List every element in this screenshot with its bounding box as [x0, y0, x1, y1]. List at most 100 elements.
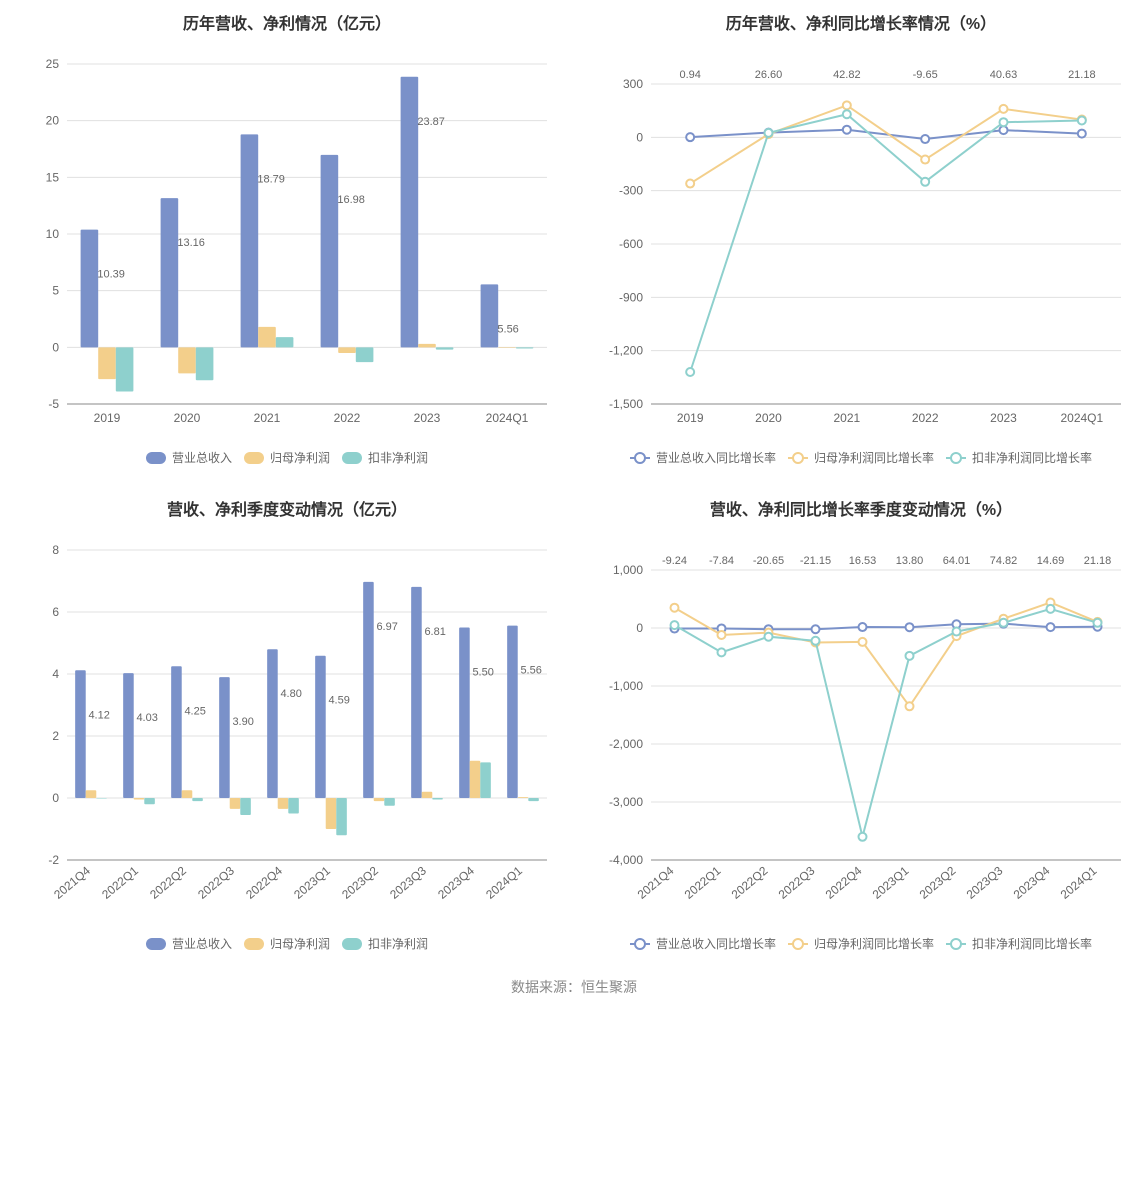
svg-text:-9.65: -9.65: [913, 69, 938, 81]
svg-text:16.53: 16.53: [849, 555, 877, 567]
svg-text:1,000: 1,000: [613, 563, 643, 577]
svg-text:0: 0: [636, 621, 643, 635]
svg-text:10.39: 10.39: [97, 269, 125, 281]
svg-text:2022Q2: 2022Q2: [729, 863, 771, 901]
svg-text:300: 300: [623, 77, 643, 91]
svg-text:2024Q1: 2024Q1: [483, 863, 525, 901]
legend-label: 营业总收入: [172, 449, 232, 466]
svg-text:0: 0: [52, 340, 59, 354]
svg-text:23.87: 23.87: [417, 116, 445, 128]
svg-text:2019: 2019: [94, 411, 121, 425]
svg-text:20: 20: [46, 114, 60, 128]
svg-text:-20.65: -20.65: [753, 555, 784, 567]
legend-swatch: [146, 938, 166, 950]
chart-panel-1: 历年营收、净利情况（亿元） -5051015202510.39201913.16…: [10, 10, 564, 466]
legend-label: 扣非净利润: [368, 449, 428, 466]
svg-text:2: 2: [52, 729, 59, 743]
svg-text:2023Q3: 2023Q3: [387, 863, 429, 901]
legend-item: 归母净利润: [244, 935, 330, 952]
svg-text:15: 15: [46, 170, 60, 184]
chart-area-quarterly-line: -4,000-3,000-2,000-1,00001,000-9.24-7.84…: [584, 540, 1138, 920]
svg-text:2021Q4: 2021Q4: [51, 863, 93, 901]
legend-item: 扣非净利润同比增长率: [946, 449, 1092, 466]
legend-swatch: [630, 943, 650, 945]
svg-text:2023Q3: 2023Q3: [964, 863, 1006, 901]
chart-panel-4: 营收、净利同比增长率季度变动情况（%） -4,000-3,000-2,000-1…: [584, 496, 1138, 952]
legend-swatch: [244, 938, 264, 950]
svg-text:-4,000: -4,000: [609, 853, 643, 867]
legend-label: 归母净利润同比增长率: [814, 935, 934, 952]
svg-text:0: 0: [52, 791, 59, 805]
svg-text:-900: -900: [619, 290, 643, 304]
svg-text:4.80: 4.80: [280, 688, 301, 700]
chart-title: 营收、净利季度变动情况（亿元）: [10, 496, 564, 520]
chart-legend: 营业总收入同比增长率归母净利润同比增长率扣非净利润同比增长率: [584, 449, 1138, 466]
svg-text:-1,000: -1,000: [609, 679, 643, 693]
legend-swatch: [342, 452, 362, 464]
chart-legend: 营业总收入同比增长率 归母净利润同比增长率 扣非净利润同比增长率: [584, 935, 1138, 952]
legend-label: 扣非净利润同比增长率: [972, 449, 1092, 466]
svg-text:2022Q2: 2022Q2: [147, 863, 189, 901]
svg-text:2023Q4: 2023Q4: [1011, 863, 1053, 901]
svg-text:26.60: 26.60: [755, 69, 783, 81]
svg-text:-9.24: -9.24: [662, 555, 687, 567]
svg-text:18.79: 18.79: [257, 173, 285, 185]
chart-title: 营收、净利同比增长率季度变动情况（%）: [584, 496, 1138, 520]
legend-label: 归母净利润同比增长率: [814, 449, 934, 466]
svg-text:42.82: 42.82: [833, 69, 861, 81]
svg-text:2020: 2020: [174, 411, 201, 425]
legend-item: 归母净利润同比增长率: [788, 935, 934, 952]
svg-text:-5: -5: [48, 397, 59, 411]
svg-text:25: 25: [46, 57, 60, 71]
svg-text:5.56: 5.56: [520, 665, 541, 677]
svg-text:2023: 2023: [414, 411, 441, 425]
chart-panel-2: 历年营收、净利同比增长率情况（%） -1,500-1,200-900-600-3…: [584, 10, 1138, 466]
svg-text:21.18: 21.18: [1084, 555, 1112, 567]
legend-swatch: [788, 943, 808, 945]
legend-label: 营业总收入同比增长率: [656, 935, 776, 952]
svg-text:2021: 2021: [254, 411, 281, 425]
svg-text:6.97: 6.97: [376, 621, 397, 633]
legend-item: 扣非净利润同比增长率: [946, 935, 1092, 952]
svg-text:0.94: 0.94: [679, 69, 700, 81]
svg-text:2023: 2023: [990, 411, 1017, 425]
legend-item: 归母净利润同比增长率: [788, 449, 934, 466]
svg-text:-600: -600: [619, 237, 643, 251]
svg-text:4.03: 4.03: [136, 712, 157, 724]
svg-text:-7.84: -7.84: [709, 555, 734, 567]
legend-swatch: [244, 452, 264, 464]
svg-text:2023Q1: 2023Q1: [291, 863, 333, 901]
legend-swatch: [788, 457, 808, 459]
chart-area-quarterly-bar: -2024684.122021Q44.032022Q14.252022Q23.9…: [10, 540, 564, 920]
chart-area-annual-line: -1,500-1,200-900-600-30003000.9426.6042.…: [584, 54, 1138, 434]
svg-text:4.25: 4.25: [184, 705, 205, 717]
legend-swatch: [146, 452, 166, 464]
svg-text:2022Q3: 2022Q3: [776, 863, 818, 901]
svg-text:4.12: 4.12: [88, 709, 109, 721]
svg-text:5.50: 5.50: [472, 667, 493, 679]
legend-label: 扣非净利润同比增长率: [972, 935, 1092, 952]
svg-text:-2: -2: [48, 853, 59, 867]
svg-text:40.63: 40.63: [990, 69, 1018, 81]
legend-label: 归母净利润: [270, 935, 330, 952]
svg-text:16.98: 16.98: [337, 194, 365, 206]
svg-text:5.56: 5.56: [497, 323, 518, 335]
svg-text:5: 5: [52, 284, 59, 298]
svg-text:14.69: 14.69: [1037, 555, 1065, 567]
svg-text:2023Q1: 2023Q1: [870, 863, 912, 901]
svg-text:-21.15: -21.15: [800, 555, 831, 567]
svg-text:2024Q1: 2024Q1: [1060, 411, 1103, 425]
chart-panel-3: 营收、净利季度变动情况（亿元） -2024684.122021Q44.03202…: [10, 496, 564, 952]
svg-text:2024Q1: 2024Q1: [486, 411, 529, 425]
svg-text:2021Q4: 2021Q4: [635, 863, 677, 901]
svg-text:2022: 2022: [912, 411, 939, 425]
svg-text:-3,000: -3,000: [609, 795, 643, 809]
svg-text:10: 10: [46, 227, 60, 241]
svg-text:-1,200: -1,200: [609, 344, 643, 358]
svg-text:6.81: 6.81: [424, 626, 445, 638]
svg-text:2022Q1: 2022Q1: [682, 863, 724, 901]
legend-label: 归母净利润: [270, 449, 330, 466]
svg-text:13.80: 13.80: [896, 555, 924, 567]
svg-text:2023Q2: 2023Q2: [339, 863, 381, 901]
chart-legend: 营业总收入归母净利润扣非净利润: [10, 935, 564, 952]
